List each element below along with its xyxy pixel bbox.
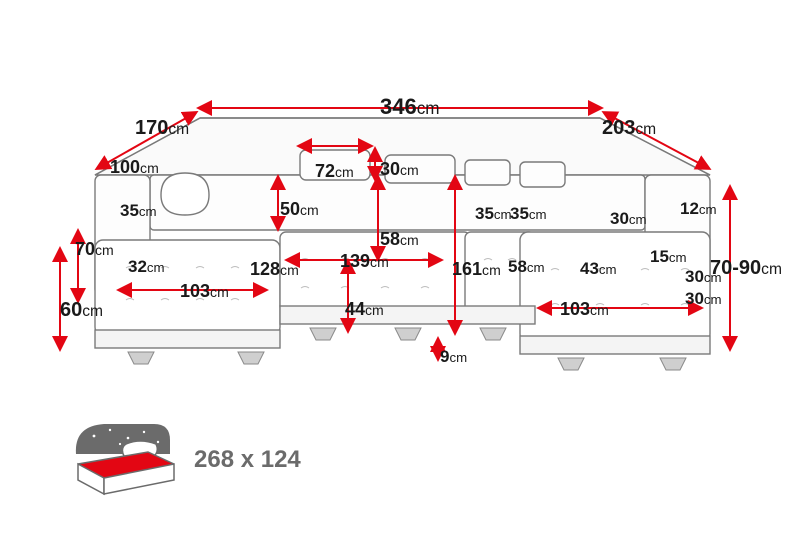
dim-seat_h_left: 70cm [75, 240, 114, 258]
dim-right_chaise_103: 103cm [560, 300, 609, 318]
unit: cm [761, 261, 782, 278]
dim-back_left_depth: 170cm [135, 118, 189, 138]
dim-right_back_35b: 35cm [510, 205, 547, 222]
dim-left_pad: 35cm [120, 202, 157, 219]
range-high: 90 [739, 257, 761, 279]
range-low: 70 [710, 257, 732, 279]
dim-left_chaise_103: 103cm [180, 282, 229, 300]
bed-size-badge: 268 x 124 [70, 418, 301, 502]
dim-right_arm_30: 30cm [610, 210, 647, 227]
dim-left_arm_top: 100cm [110, 158, 159, 176]
bed-w: 268 [194, 446, 234, 473]
dim-head_w: 72cm [315, 162, 354, 180]
dim-head_h: 30cm [380, 160, 419, 178]
height-range-label: 70-90cm [710, 258, 782, 278]
dim-right_arm_15: 15cm [650, 248, 687, 265]
dim-back_h: 50cm [280, 200, 319, 218]
sofa-bed-icon [70, 418, 180, 502]
diagram-stage: 346cm 170cm 203cm 100cm 72cm 30cm 50cm 35cm 58cm… [0, 0, 800, 533]
dim-right_back_161: 161cm [452, 260, 501, 278]
dim-right_arm_12: 12cm [680, 200, 717, 217]
dim-front_h_60: 60cm [60, 300, 103, 320]
dim-right_back_35a: 35cm [475, 205, 512, 222]
dim-front_mid_44: 44cm [345, 300, 384, 318]
dim-leg_9: 9cm [440, 348, 467, 365]
dim-right_arm_30c: 30cm [685, 290, 722, 307]
dim-right_seat_58: 58cm [508, 258, 545, 275]
dim-mid_seat_139: 139cm [340, 252, 389, 270]
dim-right_seat_43: 43cm [580, 260, 617, 277]
bed-h: 124 [261, 446, 301, 473]
dim-left_chaise_128: 128cm [250, 260, 299, 278]
dim-seat_depth_mid: 58cm [380, 230, 419, 248]
bed-size-text: 268 x 124 [194, 446, 301, 474]
dim-top_width: 346cm [380, 96, 440, 118]
dim-left_chaise_32: 32cm [128, 258, 165, 275]
dim-back_right_depth: 203cm [602, 118, 656, 138]
